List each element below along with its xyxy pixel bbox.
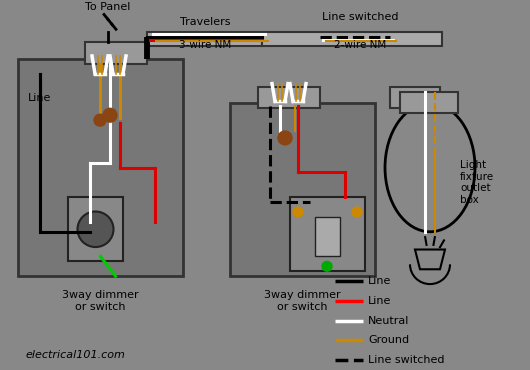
FancyBboxPatch shape xyxy=(85,42,147,64)
FancyBboxPatch shape xyxy=(230,103,375,276)
Circle shape xyxy=(352,207,362,217)
Text: Line: Line xyxy=(368,296,391,306)
FancyBboxPatch shape xyxy=(258,87,320,108)
FancyBboxPatch shape xyxy=(18,59,183,276)
Text: Light
fixture
outlet
box: Light fixture outlet box xyxy=(460,160,494,205)
FancyBboxPatch shape xyxy=(315,217,340,256)
Text: 3way dimmer
or switch: 3way dimmer or switch xyxy=(264,290,341,312)
Circle shape xyxy=(278,131,292,145)
FancyBboxPatch shape xyxy=(290,197,365,271)
Circle shape xyxy=(293,207,303,217)
FancyBboxPatch shape xyxy=(390,87,440,108)
FancyBboxPatch shape xyxy=(400,91,458,113)
Text: 3way dimmer
or switch: 3way dimmer or switch xyxy=(62,290,139,312)
Circle shape xyxy=(94,114,106,126)
FancyBboxPatch shape xyxy=(68,197,123,261)
Circle shape xyxy=(103,108,117,122)
Circle shape xyxy=(77,212,113,247)
Text: Neutral: Neutral xyxy=(368,316,409,326)
Text: Line switched: Line switched xyxy=(368,355,445,365)
Text: Ground: Ground xyxy=(368,335,409,345)
Text: Line: Line xyxy=(368,276,391,286)
Circle shape xyxy=(322,261,332,271)
Text: 2-wire NM: 2-wire NM xyxy=(334,40,386,50)
Text: Travelers: Travelers xyxy=(180,17,230,27)
Polygon shape xyxy=(415,249,445,269)
Text: Line: Line xyxy=(28,94,51,104)
FancyBboxPatch shape xyxy=(147,32,262,46)
FancyBboxPatch shape xyxy=(262,32,442,46)
Text: Line switched: Line switched xyxy=(322,12,398,23)
Text: To Panel: To Panel xyxy=(85,1,131,11)
Text: electrical101.com: electrical101.com xyxy=(25,350,125,360)
Text: 3-wire NM: 3-wire NM xyxy=(179,40,231,50)
